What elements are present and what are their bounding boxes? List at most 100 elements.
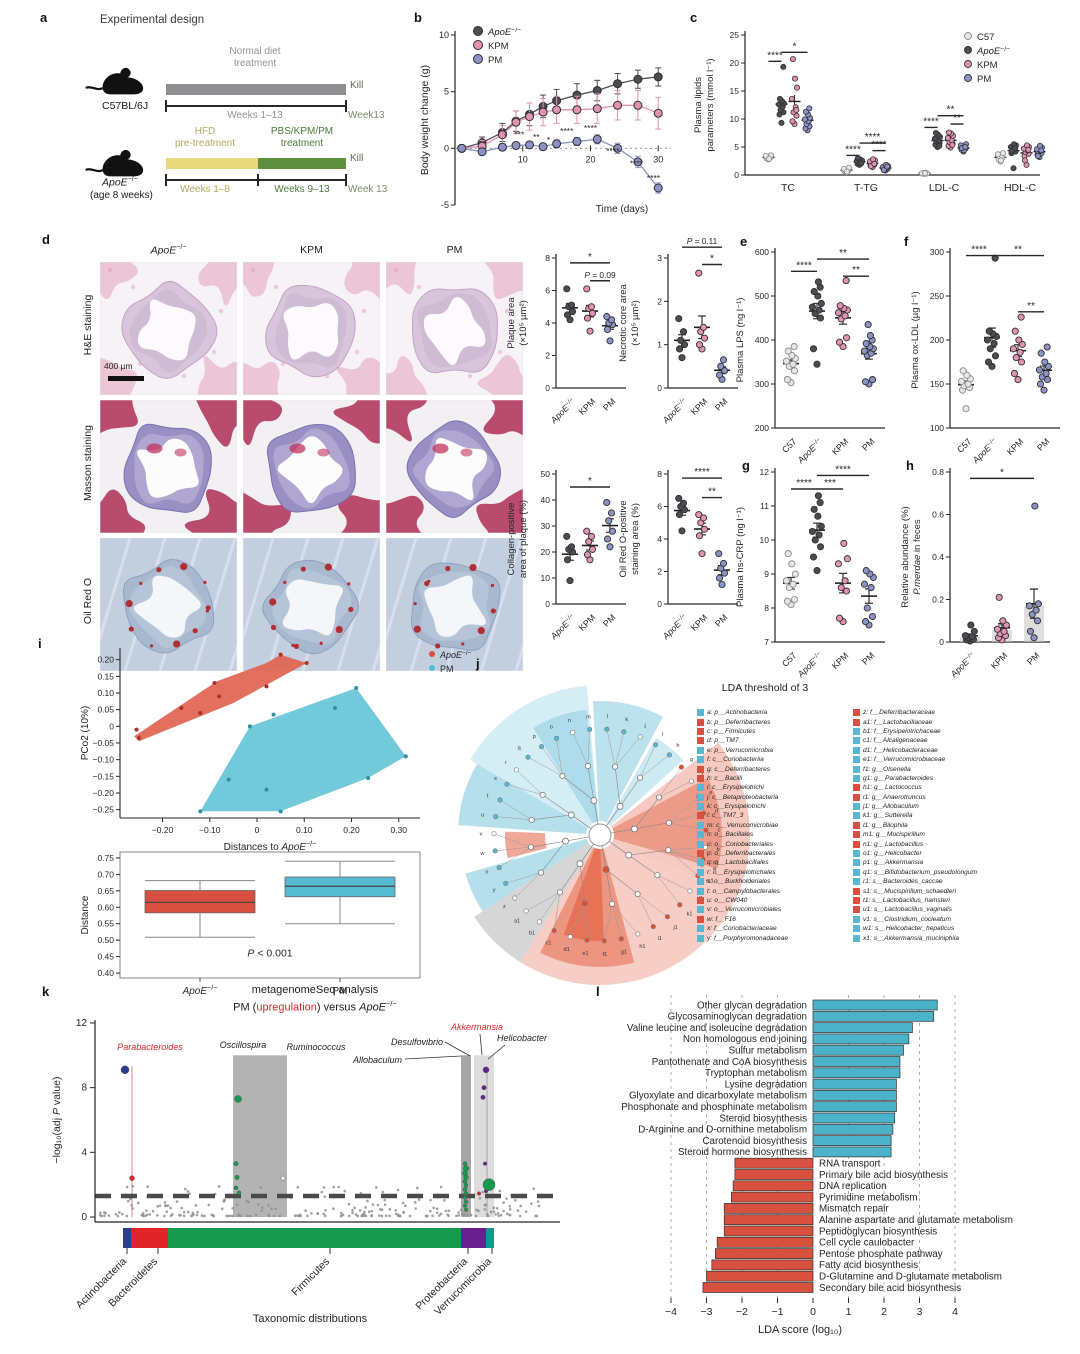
svg-text:200: 200 — [930, 335, 944, 345]
legend-color-swatch — [853, 934, 860, 942]
legend-color-swatch — [697, 925, 704, 933]
svg-text:n1: n1 — [713, 860, 719, 866]
lda-bar — [812, 1078, 897, 1090]
lda-bar — [715, 1248, 814, 1259]
legend-item: h: c__Bacilli — [697, 774, 788, 783]
legend-color-swatch — [697, 709, 704, 717]
svg-text:Steroid hormone biosynthesis: Steroid hormone biosynthesis — [678, 1147, 807, 1158]
legend-item: t1: s__Lactobacillus_hamsteri — [853, 896, 977, 905]
svg-text:**: ** — [533, 132, 540, 142]
svg-text:20: 20 — [730, 58, 740, 68]
histology-image — [243, 538, 380, 671]
lda-bar — [812, 1056, 901, 1067]
svg-text:0.50: 0.50 — [97, 935, 114, 945]
mouse-icon — [85, 67, 144, 95]
svg-text:(×10⁵ µm²): (×10⁵ µm²) — [630, 300, 641, 346]
svg-text:****: **** — [606, 146, 620, 156]
svg-text:12: 12 — [760, 467, 770, 477]
svg-text:a1: a1 — [514, 918, 520, 924]
legend-item: v1: s__Clostridium_cocleatum — [853, 915, 977, 924]
chart-d-necrotic: 0 1 2 3 Necrotic core area (×10⁵ µm²) ApoE−/− K… — [618, 236, 738, 426]
svg-text:*: * — [504, 131, 508, 141]
legend-color-swatch — [853, 859, 860, 867]
legend-taxon-label: q: o__Lactobacillales — [707, 859, 769, 867]
svg-text:D-Arginine and D-ornithine met: D-Arginine and D-ornithine metabolism — [638, 1125, 807, 1136]
svg-text:e1: e1 — [582, 951, 588, 957]
svg-text:Collagen-positive: Collagen-positive — [506, 503, 517, 576]
legend-taxon-label: i: c__Erysipelotrichi — [707, 784, 764, 792]
legend-taxon-label: x: f__Coriobacteriaceae — [707, 925, 777, 933]
svg-text:10: 10 — [439, 30, 449, 40]
lda-bar — [812, 1135, 892, 1146]
svg-text:Desulfovibrio: Desulfovibrio — [391, 1037, 443, 1047]
svg-text:Oil Red O-positive: Oil Red O-positive — [618, 500, 629, 577]
svg-text:Plasma ox-LDL (µg l⁻¹): Plasma ox-LDL (µg l⁻¹) — [910, 291, 921, 388]
svg-text:PM: PM — [860, 436, 876, 452]
legend-item: p: o__Deferribacterales — [697, 849, 788, 858]
svg-text:****: **** — [796, 260, 812, 271]
legend-item: o1: g__Helicobacter — [853, 849, 977, 858]
svg-text:****: **** — [835, 464, 851, 475]
legend-color-swatch — [697, 934, 704, 942]
panel-label-j: j — [476, 656, 480, 671]
legend-item: x: f__Coriobacteriaceae — [697, 924, 788, 933]
legend-color-swatch — [853, 737, 860, 745]
svg-text:0.20: 0.20 — [97, 655, 114, 665]
svg-text:****: **** — [560, 126, 574, 136]
svg-text:TC: TC — [781, 182, 795, 194]
lda-bar — [812, 1090, 897, 1101]
normal-diet-line2: treatment — [233, 58, 277, 69]
svg-text:P = 0.09: P = 0.09 — [584, 270, 616, 280]
svg-text:7: 7 — [764, 637, 769, 647]
svg-text:Time (days): Time (days) — [596, 204, 648, 215]
svg-text:PM: PM — [713, 612, 729, 628]
svg-text:KPM: KPM — [488, 41, 509, 52]
svg-text:30: 30 — [653, 154, 663, 164]
svg-text:PM: PM — [1025, 650, 1041, 666]
svg-text:h1: h1 — [639, 944, 645, 950]
svg-text:g1: g1 — [621, 950, 627, 956]
legend-color-swatch — [853, 831, 860, 839]
histology-image — [100, 400, 237, 533]
svg-text:****: **** — [584, 123, 598, 133]
chart-k: 0 4 8 12 −log₁₀(adj P value) Parabacteroides O… — [51, 1018, 560, 1325]
svg-text:PM: PM — [977, 74, 991, 85]
svg-text:Cell cycle caulobacter: Cell cycle caulobacter — [819, 1238, 915, 1249]
legend-color-swatch — [853, 709, 860, 717]
svg-text:m1: m1 — [706, 879, 714, 885]
legend-taxon-label: o: o__Coriobacteriales — [707, 840, 773, 848]
svg-text:P.merdae in feces: P.merdae in feces — [912, 519, 923, 595]
svg-text:2: 2 — [657, 296, 662, 306]
svg-text:0.4: 0.4 — [932, 552, 944, 562]
legend-item: d1: f__Helicobacteraceae — [853, 746, 977, 755]
legend-color-swatch — [853, 756, 860, 764]
svg-text:500: 500 — [755, 291, 769, 301]
svg-text:Allobaculum: Allobaculum — [352, 1055, 403, 1065]
svg-text:12: 12 — [76, 1018, 88, 1029]
legend-item: b1: f__Erysipelotrichaceae — [853, 727, 977, 736]
svg-text:Plasma lipids: Plasma lipids — [693, 77, 704, 133]
panel-label-g: g — [742, 458, 750, 473]
panel-label-h: h — [906, 458, 914, 473]
svg-text:Lysine degradation: Lysine degradation — [725, 1079, 807, 1090]
legend-color-swatch — [853, 793, 860, 801]
cladogram-title: LDA threshold of 3 — [721, 682, 809, 694]
legend-item: m1: g__Mucispirillum — [853, 830, 977, 839]
svg-text:*: * — [588, 252, 592, 263]
legend-color-swatch — [853, 774, 860, 782]
svg-text:Peptidoglycan biosynthesis: Peptidoglycan biosynthesis — [819, 1226, 937, 1237]
svg-text:a: a — [713, 866, 717, 872]
svg-text:2: 2 — [545, 351, 550, 361]
legend-item: g1: g__Parabacteroides — [853, 774, 977, 783]
histology-col-apoe: ApoE−/− — [150, 244, 187, 257]
hfd-line1: HFD — [194, 126, 216, 137]
svg-text:Phosphonate and phosphinate me: Phosphonate and phosphinate metabolism — [621, 1102, 807, 1113]
svg-text:Necrotic core area: Necrotic core area — [618, 283, 629, 361]
svg-text:parameters (mmol l⁻¹): parameters (mmol l⁻¹) — [705, 58, 716, 151]
svg-text:10: 10 — [518, 154, 528, 164]
svg-text:6: 6 — [657, 502, 662, 512]
lda-bar — [732, 1180, 814, 1192]
svg-text:Taxonomic distributions: Taxonomic distributions — [253, 1313, 368, 1325]
panel-label-a: a — [40, 10, 48, 25]
svg-text:b1: b1 — [529, 931, 535, 937]
